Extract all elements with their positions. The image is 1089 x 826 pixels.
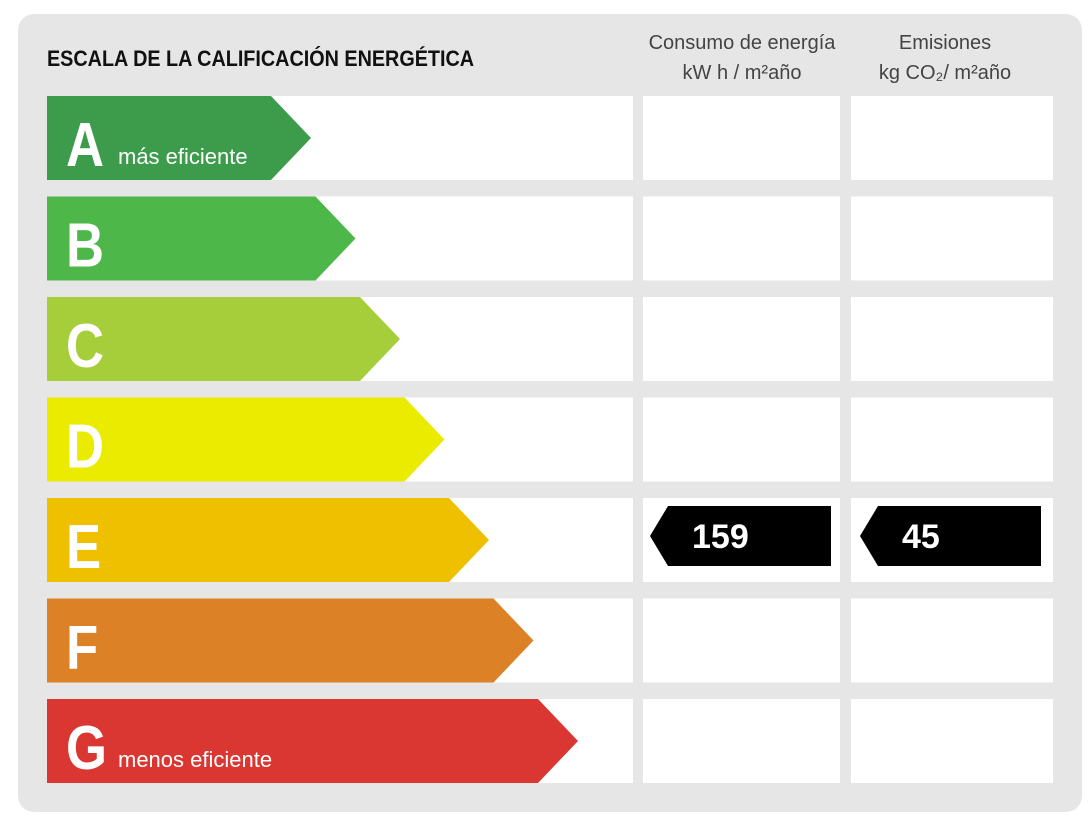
result-arrow [860,506,1041,566]
rating-arrow [47,397,445,482]
rating-arrow [47,297,400,381]
result-value: 45 [902,518,940,556]
row-cell [851,96,1053,180]
row-cell [851,699,1053,783]
rating-letter: D [66,413,104,482]
row-cell [851,598,1053,683]
result-arrow [650,506,831,566]
rating-letter: B [66,212,104,281]
rating-note: menos eficiente [118,747,272,772]
row-cell [643,96,840,180]
rating-letter: E [66,513,101,582]
column-unit: kW h / m²año [683,62,802,84]
row-cell [851,196,1053,281]
rating-arrow [47,598,534,683]
rating-letter: A [66,111,104,180]
rating-letter: F [66,614,98,683]
column-header: Consumo de energía [649,32,837,54]
row-cell [851,397,1053,482]
rating-arrow [47,96,311,180]
column-header: Emisiones [899,32,991,54]
row-cell [851,297,1053,381]
row-cell [643,397,840,482]
rating-arrow [47,196,356,281]
rating-letter: G [66,714,107,783]
rating-arrow [47,699,578,783]
rating-note: más eficiente [118,144,248,169]
rating-arrow [47,498,489,582]
row-cell [643,699,840,783]
rating-letter: C [66,312,104,381]
title: ESCALA DE LA CALIFICACIÓN ENERGÉTICA [47,46,474,71]
column-unit: kg CO₂/ m²año [879,62,1011,84]
row-cell [643,598,840,683]
row-cell [643,196,840,281]
result-value: 159 [692,518,749,556]
row-cell [643,297,840,381]
